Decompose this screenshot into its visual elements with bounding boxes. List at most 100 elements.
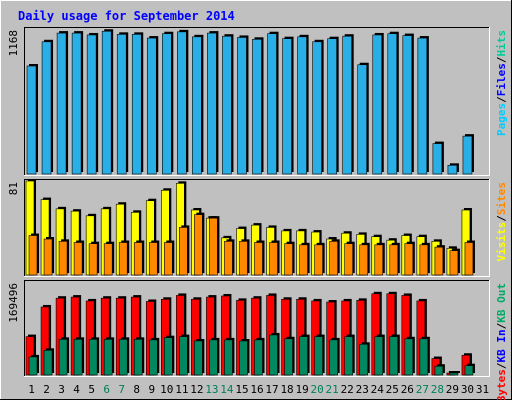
bar: [372, 34, 383, 175]
x-tick-label: 21: [326, 383, 339, 396]
bar: [464, 365, 474, 376]
bar: [116, 34, 127, 175]
max-value-label: 81: [7, 182, 20, 195]
legend-entry: Files: [495, 63, 508, 96]
x-tick-label: 22: [341, 383, 354, 396]
bar: [58, 339, 68, 376]
legend-entry: KB In: [495, 329, 508, 362]
bar: [164, 242, 173, 276]
legend-entry: Sites: [495, 182, 508, 215]
bar: [118, 339, 128, 376]
bar: [131, 34, 142, 175]
x-tick-label: 25: [386, 383, 399, 396]
legend-entry: KBytes: [495, 369, 508, 400]
chart-title: Daily usage for September 2014: [18, 9, 235, 23]
x-tick-label: 6: [103, 383, 110, 396]
bar: [133, 242, 143, 276]
bar: [222, 35, 232, 175]
x-tick-label: 8: [133, 383, 140, 396]
bar: [224, 339, 233, 376]
x-tick-label: 14: [220, 383, 234, 396]
bar: [344, 243, 353, 276]
bar: [449, 372, 459, 376]
x-tick-label: 10: [160, 383, 173, 396]
bar: [86, 34, 97, 175]
legend-entry: KB Out: [495, 283, 508, 323]
x-tick-label: 19: [295, 383, 308, 396]
x-tick-label: 20: [311, 383, 324, 396]
bar: [239, 241, 248, 276]
legend: Visits/Sites: [495, 182, 508, 262]
bar: [449, 250, 459, 276]
bar: [329, 339, 338, 376]
bar: [148, 242, 158, 276]
x-tick-label: 13: [205, 383, 218, 396]
bar: [434, 365, 444, 376]
bar: [103, 243, 113, 276]
bar: [26, 65, 37, 175]
legend-separator: /: [495, 96, 508, 103]
x-tick-label: 16: [250, 383, 263, 396]
bar: [194, 340, 203, 376]
bar: [389, 336, 399, 376]
legend: KBytes/KB In/KB Out: [495, 283, 508, 400]
bar: [297, 36, 307, 175]
bar: [148, 339, 158, 376]
bar: [432, 143, 443, 175]
bar: [43, 238, 53, 276]
series-kb-out: [28, 332, 475, 376]
bar: [359, 343, 369, 376]
legend-separator: /: [495, 56, 508, 63]
bar: [58, 241, 68, 276]
bar: [73, 242, 83, 276]
bar: [164, 337, 173, 376]
panel-visits: 81 Visits/Sites: [7, 179, 508, 277]
bar: [194, 214, 203, 276]
x-axis-labels: 1 2 3 4 5 6 7 8 9 10 11 12 13 14 15 16 17 18 19 20 21 22 23 24 2…: [28, 383, 489, 396]
bar: [88, 339, 98, 376]
bar: [417, 37, 428, 175]
x-tick-label: 26: [401, 383, 414, 396]
bar: [314, 336, 323, 376]
bar: [179, 336, 188, 376]
bar: [177, 31, 187, 175]
bar: [447, 165, 458, 175]
legend: Pages/Files/Hits: [495, 30, 508, 136]
x-tick-label: 12: [190, 383, 203, 396]
bar: [312, 41, 322, 175]
bar: [404, 338, 414, 376]
bar: [239, 340, 248, 376]
bar: [462, 135, 473, 175]
bar: [41, 41, 52, 175]
legend-entry: Pages: [495, 103, 508, 136]
bar: [56, 32, 67, 175]
x-tick-label: 2: [43, 383, 50, 396]
bar: [224, 241, 233, 276]
series-sites: [28, 212, 475, 276]
x-tick-label: 27: [416, 383, 429, 396]
x-tick-label: 1: [28, 383, 35, 396]
max-value-label: 169496: [7, 283, 20, 323]
x-tick-label: 3: [58, 383, 65, 396]
legend-separator: /: [495, 215, 508, 222]
bar: [329, 241, 338, 276]
bar: [179, 227, 188, 276]
x-tick-label: 17: [265, 383, 278, 396]
legend-separator: /: [495, 362, 508, 369]
bar: [284, 243, 293, 276]
bar: [359, 244, 369, 276]
bar: [282, 38, 292, 175]
x-tick-label: 29: [446, 383, 459, 396]
bar: [133, 339, 143, 376]
bar: [389, 244, 399, 276]
bar: [28, 356, 38, 376]
bar: [342, 35, 352, 175]
bar: [269, 242, 278, 276]
legend-entry: Visits: [495, 222, 508, 262]
bar: [387, 33, 398, 175]
series-kbytes: [25, 291, 472, 376]
bar: [374, 336, 384, 376]
x-tick-label: 30: [461, 383, 474, 396]
bar: [28, 235, 38, 276]
